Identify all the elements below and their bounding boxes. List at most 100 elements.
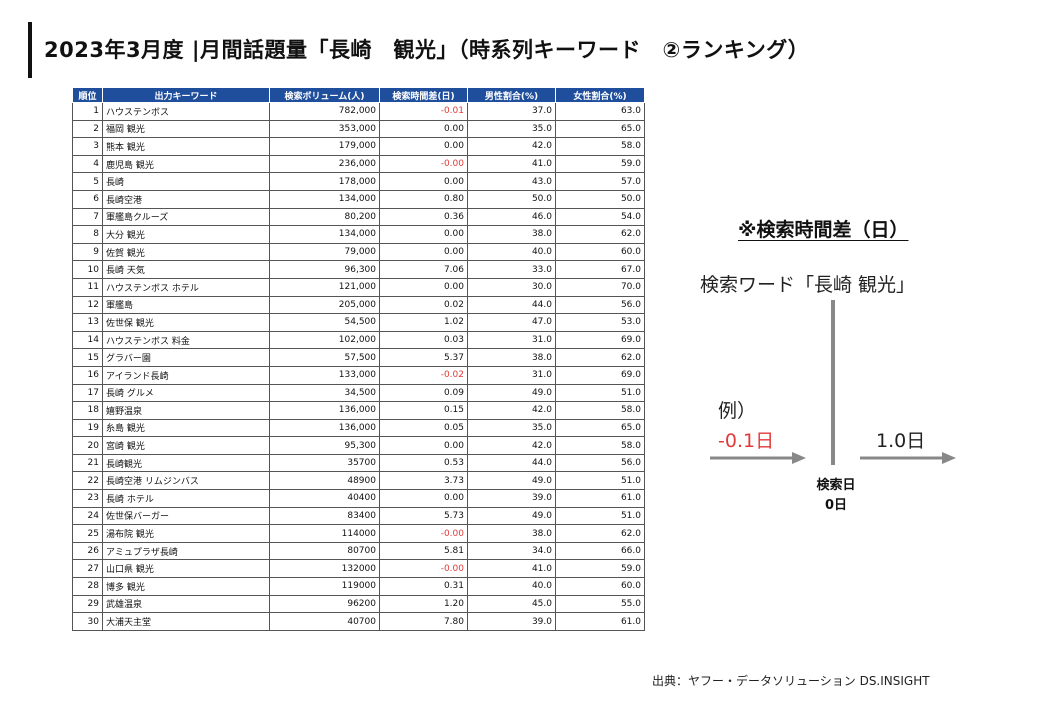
volume-cell: 54,500 [269, 313, 380, 332]
male-ratio-cell: 41.0 [467, 559, 556, 579]
table-body: 1 ハウステンボス 782,000 -0.01 37.0 63.0 2 福岡 観光 353,00… [72, 102, 645, 631]
table-row: 7 軍艦島クルーズ 80,200 0.36 46.0 54.0 [72, 207, 645, 227]
rank-cell: 1 [72, 102, 103, 121]
male-ratio-cell: 42.0 [467, 137, 556, 156]
time-diff-cell: 3.73 [379, 471, 468, 491]
keyword-cell: アイランド長崎 [102, 365, 270, 385]
table-row: 15 グラバー園 57,500 5.37 38.0 62.0 [72, 348, 645, 367]
female-ratio-cell: 60.0 [555, 242, 645, 262]
keyword-cell: 長崎 ホテル [102, 489, 270, 508]
male-ratio-cell: 45.0 [467, 594, 556, 614]
volume-cell: 134,000 [269, 225, 380, 244]
female-ratio-cell: 63.0 [555, 102, 645, 121]
rank-cell: 6 [72, 189, 103, 209]
time-diff-cell: 0.00 [379, 172, 468, 191]
search-day-line [831, 300, 835, 465]
keyword-cell: 長崎 天気 [102, 260, 270, 279]
female-ratio-cell: 51.0 [555, 506, 645, 526]
female-ratio-cell: 58.0 [555, 401, 645, 420]
female-ratio-cell: 59.0 [555, 559, 645, 579]
keyword-cell: 長崎 [102, 172, 270, 191]
page-title: 2023年3月度 |月間話題量「長崎 観光」（時系列キーワード ②ランキング） [44, 38, 810, 62]
volume-cell: 34,500 [269, 383, 380, 403]
positive-example: 1.0日 [876, 430, 926, 452]
volume-cell: 179,000 [269, 137, 380, 156]
rank-cell: 29 [72, 594, 103, 614]
male-ratio-cell: 43.0 [467, 172, 556, 191]
volume-cell: 83400 [269, 506, 380, 526]
male-ratio-cell: 30.0 [467, 277, 556, 297]
rank-cell: 20 [72, 436, 103, 455]
table-row: 8 大分 観光 134,000 0.00 38.0 62.0 [72, 225, 645, 244]
male-ratio-cell: 49.0 [467, 471, 556, 491]
volume-cell: 35700 [269, 453, 380, 473]
male-ratio-cell: 39.0 [467, 489, 556, 508]
time-diff-cell: 0.80 [379, 189, 468, 209]
rank-cell: 10 [72, 260, 103, 279]
table-row: 29 武雄温泉 96200 1.20 45.0 55.0 [72, 594, 645, 614]
female-ratio-cell: 58.0 [555, 436, 645, 455]
table-row: 5 長崎 178,000 0.00 43.0 57.0 [72, 172, 645, 191]
volume-cell: 121,000 [269, 277, 380, 297]
search-day-text: 検索日 [816, 478, 856, 493]
time-diff-cell: 0.05 [379, 418, 468, 438]
header-volume: 検索ボリューム(人) [269, 87, 380, 103]
table-row: 22 長崎空港 リムジンバス 48900 3.73 49.0 51.0 [72, 471, 645, 491]
keyword-cell: 福岡 観光 [102, 119, 270, 139]
volume-cell: 353,000 [269, 119, 380, 139]
keyword-cell: 山口県 観光 [102, 559, 270, 579]
rank-cell: 9 [72, 242, 103, 262]
volume-cell: 40700 [269, 612, 380, 631]
rank-cell: 21 [72, 453, 103, 473]
keyword-cell: 武雄温泉 [102, 594, 270, 614]
volume-cell: 178,000 [269, 172, 380, 191]
keyword-cell: 嬉野温泉 [102, 401, 270, 420]
table-row: 3 熊本 観光 179,000 0.00 42.0 58.0 [72, 137, 645, 156]
example-label: 例） [718, 400, 757, 422]
table-row: 1 ハウステンボス 782,000 -0.01 37.0 63.0 [72, 102, 645, 121]
male-ratio-cell: 33.0 [467, 260, 556, 279]
female-ratio-cell: 50.0 [555, 189, 645, 209]
male-ratio-cell: 44.0 [467, 453, 556, 473]
volume-cell: 782,000 [269, 102, 380, 121]
time-diff-cell: 0.00 [379, 277, 468, 297]
volume-cell: 80,200 [269, 207, 380, 227]
keyword-cell: 長崎空港 [102, 189, 270, 209]
male-ratio-cell: 41.0 [467, 154, 556, 174]
male-ratio-cell: 31.0 [467, 330, 556, 350]
keyword-cell: 湯布院 観光 [102, 524, 270, 543]
male-ratio-cell: 35.0 [467, 418, 556, 438]
volume-cell: 96200 [269, 594, 380, 614]
male-ratio-cell: 31.0 [467, 365, 556, 385]
rank-cell: 4 [72, 154, 103, 174]
volume-cell: 236,000 [269, 154, 380, 174]
volume-cell: 80700 [269, 541, 380, 561]
female-ratio-cell: 58.0 [555, 137, 645, 156]
female-ratio-cell: 51.0 [555, 471, 645, 491]
table-row: 2 福岡 観光 353,000 0.00 35.0 65.0 [72, 119, 645, 139]
volume-cell: 57,500 [269, 348, 380, 367]
source-credit: 出典：ヤフー・データソリューション DS.INSIGHT [652, 674, 930, 688]
time-diff-cell: 7.80 [379, 612, 468, 631]
ranking-table: 順位 出力キーワード 検索ボリューム(人) 検索時間差(日) 男性割合(%) 女… [72, 87, 645, 631]
rank-cell: 27 [72, 559, 103, 579]
table-row: 18 嬉野温泉 136,000 0.15 42.0 58.0 [72, 401, 645, 420]
female-ratio-cell: 53.0 [555, 313, 645, 332]
volume-cell: 48900 [269, 471, 380, 491]
title-accent-bar [28, 22, 32, 78]
time-diff-cell: 5.81 [379, 541, 468, 561]
keyword-cell: 糸島 観光 [102, 418, 270, 438]
rank-cell: 7 [72, 207, 103, 227]
male-ratio-cell: 38.0 [467, 348, 556, 367]
table-row: 17 長崎 グルメ 34,500 0.09 49.0 51.0 [72, 383, 645, 403]
female-ratio-cell: 57.0 [555, 172, 645, 191]
header-keyword: 出力キーワード [102, 87, 270, 103]
male-ratio-cell: 38.0 [467, 225, 556, 244]
male-ratio-cell: 39.0 [467, 612, 556, 631]
rank-cell: 26 [72, 541, 103, 561]
volume-cell: 136,000 [269, 401, 380, 420]
volume-cell: 133,000 [269, 365, 380, 385]
male-ratio-cell: 49.0 [467, 506, 556, 526]
table-row: 30 大浦天主堂 40700 7.80 39.0 61.0 [72, 612, 645, 631]
time-diff-cell: 0.53 [379, 453, 468, 473]
